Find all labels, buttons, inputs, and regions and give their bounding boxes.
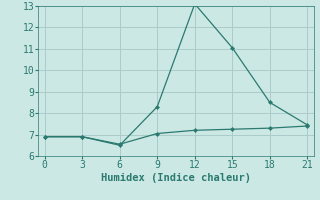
X-axis label: Humidex (Indice chaleur): Humidex (Indice chaleur) [101,173,251,183]
